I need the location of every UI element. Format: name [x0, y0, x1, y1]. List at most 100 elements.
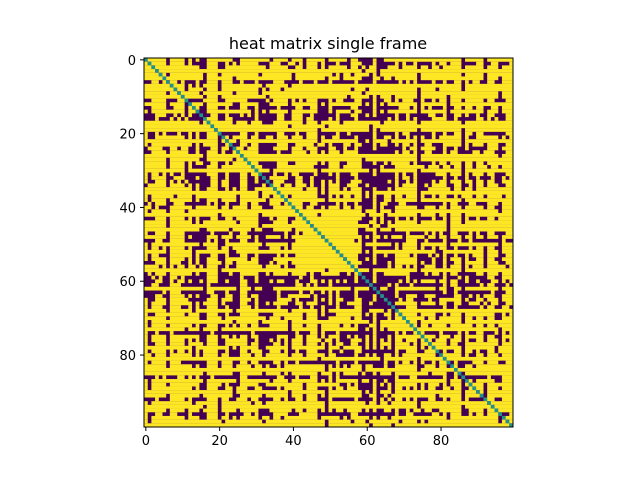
heatmap-cell	[310, 150, 318, 154]
heatmap-cell	[387, 397, 392, 402]
heatmap-cell	[350, 113, 359, 118]
heatmap-cell	[151, 305, 163, 309]
heatmap-cell	[328, 124, 370, 129]
heatmap-cell	[479, 393, 484, 398]
heatmap-cell	[306, 334, 318, 339]
heatmap-cell	[221, 165, 252, 169]
heatmap-cell	[450, 272, 458, 276]
heatmap-cell	[225, 323, 229, 328]
heatmap-cell	[394, 216, 399, 221]
heatmap-cell	[453, 146, 458, 151]
heatmap-cell	[195, 142, 200, 147]
heatmap-cell	[206, 65, 218, 70]
heatmap-cell	[328, 349, 333, 354]
heatmap-cell	[195, 253, 200, 258]
heatmap-cell	[450, 279, 458, 284]
heatmap-cell	[354, 323, 359, 328]
heatmap-cell	[505, 415, 514, 420]
heatmap-cell	[239, 194, 259, 199]
heatmap-cell	[214, 128, 218, 132]
heatmap-cell	[239, 279, 248, 284]
heatmap-cell	[254, 227, 263, 232]
heatmap-cell	[328, 379, 333, 383]
heatmap-cell	[221, 364, 233, 369]
heatmap-cell	[276, 375, 285, 380]
heatmap-cell	[465, 220, 514, 225]
heatmap-cell	[420, 94, 447, 99]
heatmap-cell	[321, 128, 370, 132]
heatmap-cell	[450, 205, 462, 210]
heatmap-cell	[413, 117, 418, 121]
heatmap-cell	[151, 338, 167, 343]
heatmap-cell	[380, 69, 514, 73]
heatmap-cell	[383, 76, 392, 81]
heatmap-cell	[210, 331, 215, 335]
heatmap-cell	[169, 360, 181, 365]
heatmap-cell	[453, 364, 458, 369]
heatmap-cell	[180, 113, 185, 118]
heatmap-cell	[501, 305, 510, 309]
heatmap-cell	[144, 323, 148, 328]
heatmap-cell	[461, 375, 466, 380]
heatmap-cell	[405, 117, 410, 121]
heatmap-cell	[335, 279, 340, 284]
heatmap-cell	[180, 91, 200, 95]
heatmap-cell	[424, 364, 436, 369]
heatmap-cell	[169, 253, 193, 258]
heatmap-cell	[236, 216, 259, 221]
heatmap-cell	[169, 72, 204, 77]
heatmap-cell	[380, 319, 407, 324]
heatmap-cell	[239, 301, 248, 306]
heatmap-cell	[276, 150, 281, 154]
heatmap-cell	[151, 198, 167, 202]
heatmap-cell	[413, 80, 418, 84]
heatmap-cell	[439, 61, 447, 66]
heatmap-cell	[239, 102, 259, 107]
heatmap-cell	[151, 401, 193, 405]
heatmap-cell	[313, 297, 318, 302]
heatmap-cell	[354, 98, 362, 103]
heatmap-cell	[354, 268, 359, 273]
heatmap-cell	[465, 257, 469, 261]
heatmap-cell	[501, 209, 514, 214]
heatmap-cell	[295, 334, 303, 339]
heatmap-cell	[144, 139, 218, 143]
heatmap-cell	[457, 371, 462, 376]
heatmap-cell	[343, 72, 351, 77]
heatmap-cell	[494, 404, 514, 409]
heatmap-cell	[387, 212, 418, 217]
heatmap-cell	[476, 105, 484, 110]
heatmap-cell	[343, 364, 347, 369]
heatmap-cell	[476, 386, 484, 391]
heatmap-cell	[206, 87, 218, 92]
heatmap-cell	[450, 312, 462, 317]
heatmap-cell	[413, 61, 418, 66]
heatmap-cell	[487, 117, 491, 121]
heatmap-cell	[276, 131, 285, 136]
heatmap-cell	[343, 279, 347, 284]
heatmap-cell	[155, 231, 167, 236]
heatmap-cell	[239, 183, 248, 188]
heatmap-cell	[476, 316, 484, 321]
heatmap-cell	[413, 161, 418, 166]
heatmap-cell	[501, 135, 506, 140]
heatmap-cell	[188, 83, 193, 88]
heatmap-cell	[276, 279, 285, 284]
heatmap-cell	[169, 224, 259, 228]
heatmap-cell	[442, 264, 447, 269]
heatmap-cell	[435, 345, 462, 350]
heatmap-cell	[490, 301, 499, 306]
heatmap-cell	[295, 205, 303, 210]
heatmap-cell	[306, 58, 325, 62]
heatmap-cell	[442, 65, 462, 70]
heatmap-cell	[387, 109, 418, 114]
heatmap-cell	[225, 105, 229, 110]
heatmap-cell	[232, 135, 248, 140]
heatmap-cell	[394, 187, 418, 191]
heatmap-cell	[450, 382, 462, 387]
heatmap-cell	[450, 415, 499, 420]
heatmap-cell	[276, 338, 281, 343]
heatmap-cell	[387, 220, 392, 225]
heatmap-cell	[151, 246, 159, 250]
